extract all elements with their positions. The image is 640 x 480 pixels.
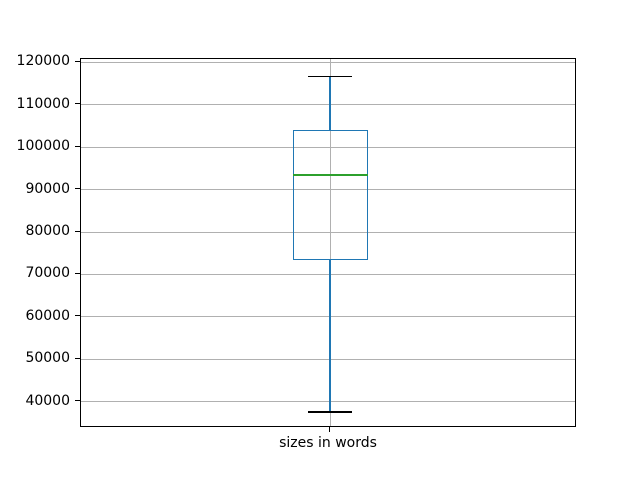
y-tick-mark xyxy=(75,272,80,274)
y-tick-label: 40000 xyxy=(25,392,70,409)
y-tick-label: 110000 xyxy=(16,95,70,112)
y-tick-label: 70000 xyxy=(25,265,70,282)
plot-area xyxy=(80,58,576,427)
y-tick-mark xyxy=(75,230,80,232)
y-gridline xyxy=(81,61,575,63)
y-tick-mark xyxy=(75,103,80,105)
iqr-box xyxy=(292,130,368,261)
y-gridline xyxy=(81,231,575,233)
y-tick-mark xyxy=(75,315,80,317)
y-tick-mark xyxy=(75,60,80,62)
y-gridline xyxy=(81,316,575,318)
y-tick-label: 80000 xyxy=(25,223,70,240)
y-gridline xyxy=(81,189,575,191)
y-gridline xyxy=(81,273,575,275)
lower-whisker xyxy=(329,260,331,412)
y-tick-label: 60000 xyxy=(25,307,70,324)
y-gridline xyxy=(81,104,575,106)
y-tick-mark xyxy=(75,188,80,190)
y-gridline xyxy=(81,358,575,360)
x-tick-label: sizes in words xyxy=(279,435,377,451)
y-gridline xyxy=(81,146,575,148)
lower-cap xyxy=(308,411,352,413)
y-tick-mark xyxy=(75,145,80,147)
y-tick-mark xyxy=(75,357,80,359)
y-tick-label: 100000 xyxy=(16,138,70,155)
y-tick-label: 50000 xyxy=(25,350,70,367)
upper-cap xyxy=(308,75,352,78)
y-gridline xyxy=(81,401,575,403)
x-tick-mark xyxy=(328,427,330,432)
y-tick-label: 120000 xyxy=(16,53,70,70)
y-tick-mark xyxy=(75,400,80,402)
x-gridline xyxy=(329,59,331,426)
upper-whisker xyxy=(329,76,331,131)
y-tick-label: 90000 xyxy=(25,180,70,197)
median-line xyxy=(292,174,368,176)
